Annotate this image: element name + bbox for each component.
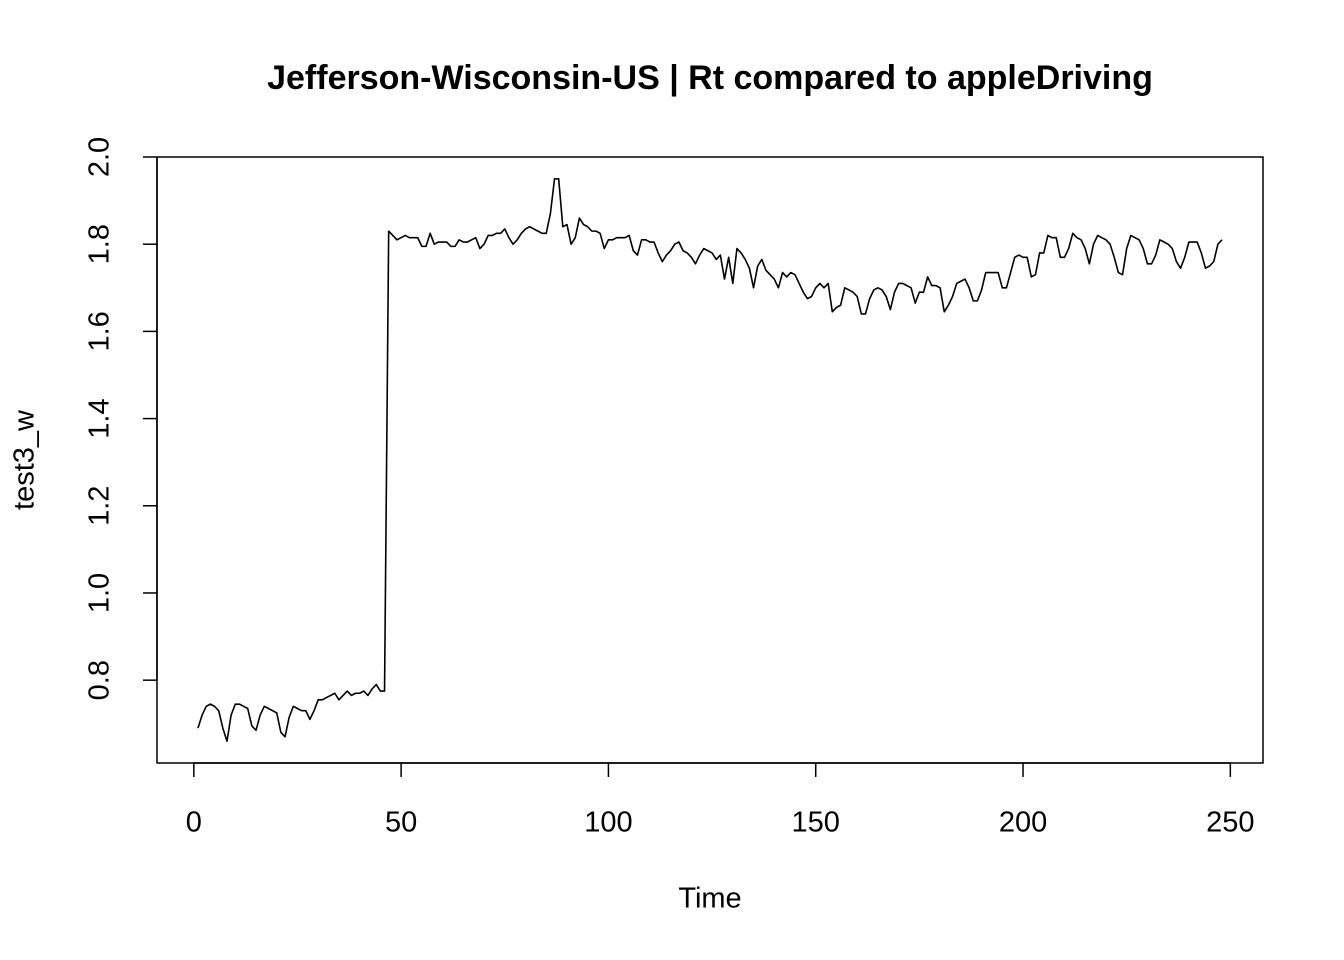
y-tick-label: 1.2 xyxy=(84,486,116,526)
x-tick-label: 100 xyxy=(584,807,632,839)
x-tick-label: 0 xyxy=(186,807,202,839)
x-tick-label: 200 xyxy=(999,807,1047,839)
y-tick-label: 1.0 xyxy=(84,573,116,613)
y-tick-label: 0.8 xyxy=(84,660,116,700)
x-tick-label: 150 xyxy=(792,807,840,839)
chart-title: Jefferson-Wisconsin-US | Rt compared to … xyxy=(267,59,1153,97)
data-line xyxy=(197,177,1223,743)
y-tick-label: 1.6 xyxy=(84,311,116,351)
plot-frame xyxy=(156,156,1264,764)
x-tick-label: 50 xyxy=(385,807,417,839)
y-axis-label: test3_w xyxy=(9,409,41,510)
x-axis-label: Time xyxy=(678,883,741,915)
y-tick-label: 1.4 xyxy=(84,398,116,438)
x-tick-label: 250 xyxy=(1206,807,1254,839)
y-tick-label: 2.0 xyxy=(84,137,116,177)
y-tick-label: 1.8 xyxy=(84,224,116,264)
